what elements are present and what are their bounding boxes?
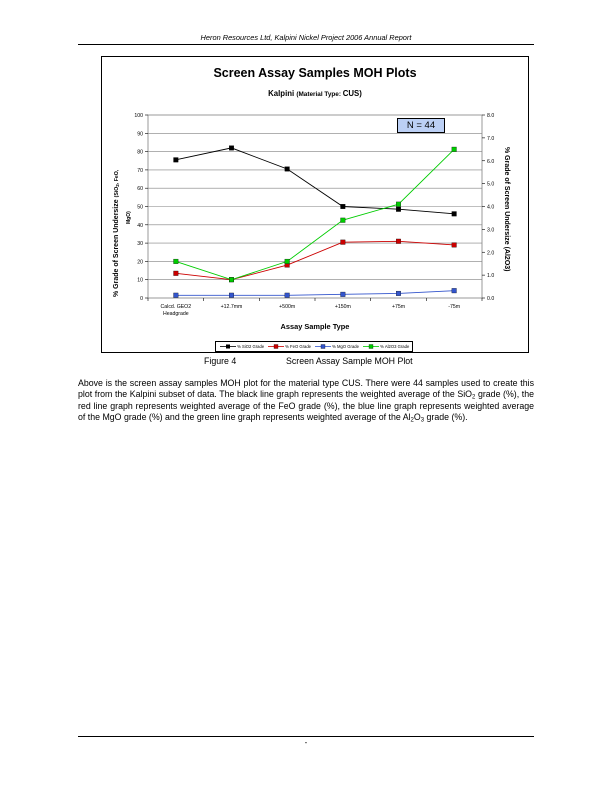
body-text-4: grade (%). bbox=[424, 411, 468, 422]
legend-label-sio2: % SiO2 Grade bbox=[237, 344, 265, 349]
series-3-point-2 bbox=[284, 258, 290, 264]
body-paragraph: Above is the screen assay samples MOH pl… bbox=[78, 378, 534, 423]
y-left-tick-label-6: 60 bbox=[137, 186, 143, 192]
legend-label-feo: % FeO Grade bbox=[285, 344, 312, 349]
body-sub-2: 2 bbox=[410, 417, 414, 424]
series-2-point-1 bbox=[229, 292, 234, 298]
series-2-point-5 bbox=[451, 288, 457, 294]
legend-item-sio2: % SiO2 Grade bbox=[220, 344, 264, 349]
legend-swatch-mgo bbox=[315, 344, 331, 350]
legend-label-mgo: % MgO Grade bbox=[332, 344, 359, 349]
series-0-point-0 bbox=[173, 157, 179, 163]
y-left-tick-label-10: 100 bbox=[134, 113, 143, 119]
y-axis-left-label: % Grade of Screen Undersize (SiO2, FeO, bbox=[113, 170, 120, 297]
y-axis-left-label2-a: Mg bbox=[126, 216, 132, 224]
y-left-tick-label-7: 70 bbox=[137, 168, 143, 174]
body-text-2: grade (%), the red line graph represents… bbox=[78, 389, 534, 422]
y-right-tick-label-2: 2.0 bbox=[487, 250, 494, 256]
series-2-point-2 bbox=[284, 292, 290, 298]
header-divider bbox=[78, 44, 534, 45]
series-0-point-1 bbox=[229, 145, 234, 151]
legend-item-mgo: % MgO Grade bbox=[315, 344, 359, 350]
y-right-tick-label-8: 8.0 bbox=[487, 113, 494, 119]
x-tick-label-3: +150m bbox=[335, 304, 351, 310]
chart-subtitle: Kalpini (Material Type: CUS) bbox=[102, 89, 528, 98]
y-right-tick-label-6: 6.0 bbox=[487, 159, 494, 165]
series-3-point-1 bbox=[229, 277, 234, 283]
series-0-point-4 bbox=[396, 206, 401, 212]
series-line-0 bbox=[175, 147, 455, 215]
y-left-tick-label-1: 10 bbox=[137, 278, 143, 284]
series-line-1 bbox=[175, 240, 455, 281]
x-tick-label-2: +500m bbox=[279, 304, 295, 310]
series-0-point-2 bbox=[284, 166, 290, 172]
legend-item-al2o3: % Al2O3 Grade bbox=[363, 344, 410, 350]
series-3-point-0 bbox=[173, 258, 179, 264]
y-left-tick-label-9: 90 bbox=[137, 131, 143, 137]
footer-divider bbox=[78, 736, 534, 737]
y-right-tick-label-1: 1.0 bbox=[487, 273, 494, 279]
chart-subtitle-main: Kalpini bbox=[268, 89, 297, 98]
chart-legend: % SiO2 Grade % FeO Grade % MgO Grade % A… bbox=[215, 341, 413, 352]
y-axis-right-label: % Grade of Screen Undersize (Al2O3) bbox=[503, 147, 510, 272]
chart-frame: Screen Assay Samples MOH Plots Kalpini (… bbox=[101, 56, 529, 353]
x-tick-label-4: +75m bbox=[392, 304, 405, 310]
chart-plot: 0 10 20 30 40 50 60 70 80 90 100 0.0 1.0 2.0 3.0 4.0 5.0… bbox=[134, 113, 494, 317]
y-axis-left-label-b: (SiO bbox=[114, 186, 120, 198]
series-0-point-5 bbox=[451, 211, 457, 217]
series-2-point-0 bbox=[173, 292, 179, 298]
y-left-tick-label-2: 20 bbox=[137, 259, 143, 265]
series-3-point-5 bbox=[451, 146, 457, 152]
series-0-point-3 bbox=[340, 204, 346, 209]
body-text-3: O bbox=[413, 411, 421, 422]
x-tick-label-1: +12.7mm bbox=[221, 304, 243, 310]
x-tick-label-5: -75m bbox=[448, 304, 460, 310]
y-left-tick-label-3: 30 bbox=[137, 241, 143, 247]
chart-subtitle-small: (Material Type: bbox=[296, 91, 343, 98]
y-right-tick-label-7: 7.0 bbox=[487, 136, 494, 142]
chart-title: Screen Assay Samples MOH Plots bbox=[213, 66, 417, 80]
x-tick-label-0: Calcd. GEO2 bbox=[161, 304, 192, 310]
series-1-point-4 bbox=[396, 238, 401, 244]
x-tick-label-0-line1: Headgrade bbox=[163, 311, 189, 317]
legend-swatch-sio2 bbox=[220, 344, 236, 349]
legend-swatch-feo bbox=[268, 344, 284, 350]
x-axis-label: Assay Sample Type bbox=[280, 322, 350, 331]
series-3-point-4 bbox=[396, 201, 401, 207]
y-axis-left-label-sub: 2 bbox=[115, 184, 120, 187]
y-axis-left-label-a: % Grade of Screen Undersize bbox=[113, 197, 120, 297]
y-axis-left-label2-b: O) bbox=[126, 211, 132, 217]
y-left-tick-label-8: 80 bbox=[137, 150, 143, 156]
chart-subtitle-end: CUS) bbox=[342, 89, 362, 98]
series-1-point-5 bbox=[451, 242, 457, 248]
series-1-point-3 bbox=[340, 239, 346, 245]
body-sub-1: 2 bbox=[472, 394, 476, 401]
series-1-point-0 bbox=[173, 270, 179, 276]
series-2-point-3 bbox=[340, 291, 346, 297]
y-axis-left-label-c: , FeO, bbox=[114, 169, 120, 185]
y-right-tick-label-4: 4.0 bbox=[487, 205, 494, 211]
y-right-tick-label-3: 3.0 bbox=[487, 227, 494, 233]
series-line-3 bbox=[175, 148, 455, 281]
legend-item-feo: % FeO Grade bbox=[268, 344, 312, 350]
sample-count-box: N = 44 bbox=[397, 118, 445, 133]
series-2-point-4 bbox=[396, 290, 401, 296]
body-text-1: Above is the screen assay samples MOH pl… bbox=[78, 378, 534, 400]
series-line-2 bbox=[175, 290, 455, 296]
page-number: - bbox=[304, 738, 308, 747]
y-right-tick-label-0: 0.0 bbox=[487, 296, 494, 302]
report-header: Heron Resources Ltd, Kalpini Nickel Proj… bbox=[200, 33, 412, 42]
y-axis-left-label-line2: MgO) bbox=[126, 211, 132, 224]
y-left-tick-label-4: 40 bbox=[137, 223, 143, 229]
series-3-point-3 bbox=[340, 217, 346, 223]
y-left-tick-label-0: 0 bbox=[140, 296, 143, 302]
body-sub-3: 3 bbox=[420, 417, 425, 424]
legend-swatch-al2o3 bbox=[363, 344, 379, 350]
figure-caption: Screen Assay Sample MOH Plot bbox=[286, 356, 413, 366]
y-right-tick-label-5: 5.0 bbox=[487, 182, 494, 188]
legend-label-al2o3: % Al2O3 Grade bbox=[380, 344, 410, 349]
figure-number: Figure 4 bbox=[204, 356, 237, 366]
y-left-tick-label-5: 50 bbox=[137, 205, 143, 211]
